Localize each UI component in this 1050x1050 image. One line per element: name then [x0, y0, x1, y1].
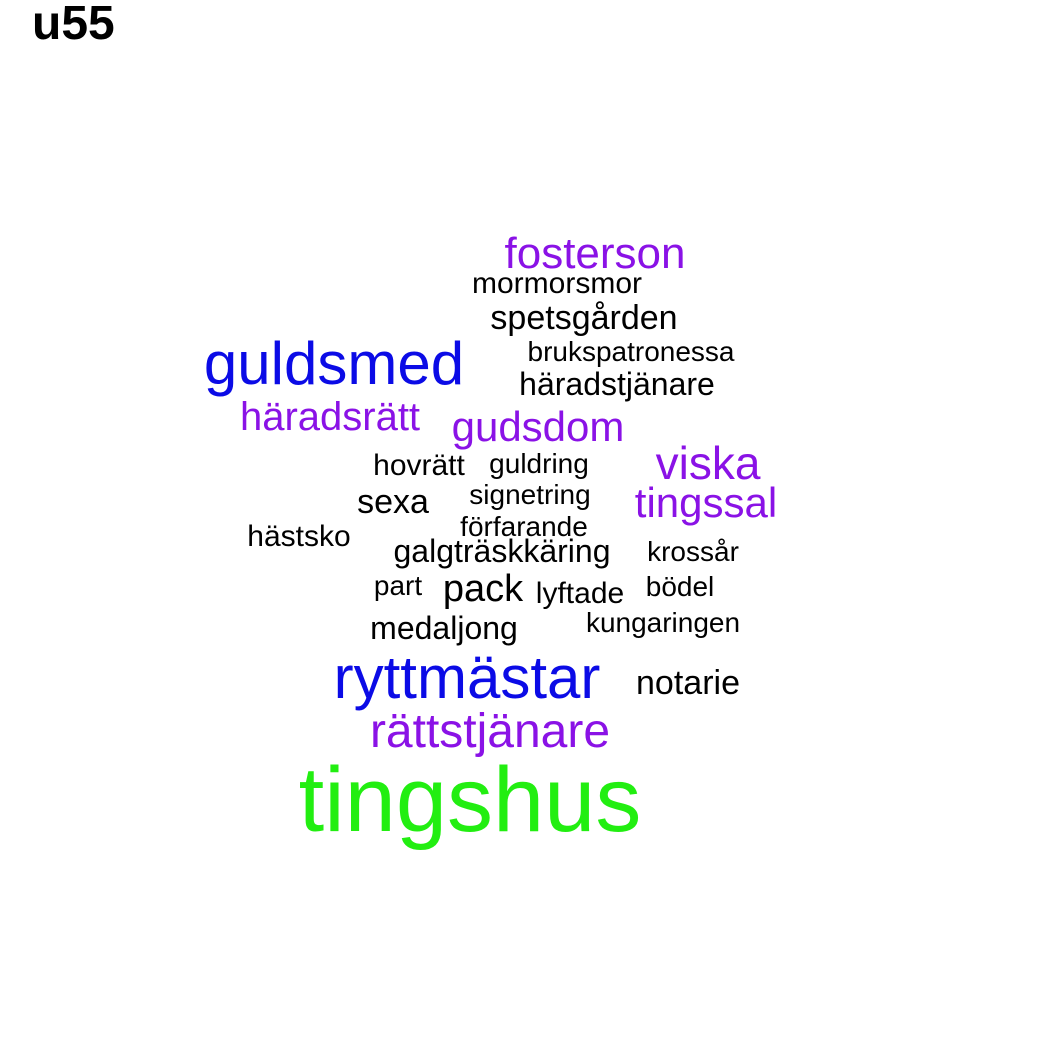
word-galgtraskkaring: galgträskkäring [393, 533, 611, 569]
word-hastsko: hästsko [247, 520, 351, 553]
word-fosterson: fosterson [504, 229, 686, 278]
word-signetring: signetring [469, 479, 591, 510]
word-lyftade: lyftade [535, 577, 625, 610]
word-kungaringen: kungaringen [585, 607, 741, 638]
word-tingssal: tingssal [634, 479, 778, 526]
word-haradsratt: häradsrätt [239, 395, 421, 439]
word-rattstjanare: rättstjänare [369, 705, 611, 758]
word-forfarande: förfarande [460, 511, 588, 542]
word-bodel: bödel [645, 571, 715, 602]
word-mormorsmor: mormorsmor [472, 267, 642, 300]
word-guldsmed: guldsmed [203, 330, 465, 397]
word-tingshus: tingshus [298, 749, 642, 851]
word-krossar: krossår [647, 536, 739, 567]
word-brukspatronessa: brukspatronessa [527, 336, 735, 367]
word-hovratt: hovrätt [373, 449, 465, 482]
word-gudsdom: gudsdom [451, 403, 625, 450]
word-medaljong: medaljong [370, 610, 518, 646]
page-title: u55 [32, 0, 115, 50]
word-ryttmastar: ryttmästar [333, 644, 601, 711]
word-viska: viska [655, 437, 761, 489]
word-part: part [373, 570, 423, 601]
word-spetsgarden: spetsgården [490, 299, 678, 337]
word-notarie: notarie [636, 664, 740, 702]
word-pack: pack [442, 568, 524, 610]
word-guldring: guldring [489, 448, 589, 479]
word-haradstjanare: häradstjänare [519, 366, 715, 402]
word-sexa: sexa [357, 483, 429, 521]
